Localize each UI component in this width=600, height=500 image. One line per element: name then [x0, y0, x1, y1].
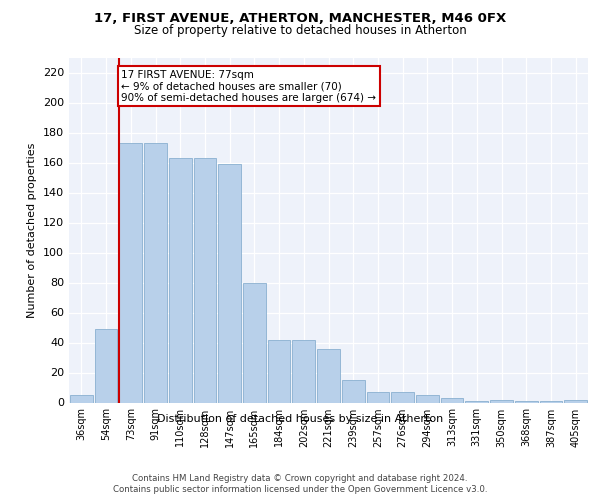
Bar: [317, 348, 340, 403]
Text: Distribution of detached houses by size in Atherton: Distribution of detached houses by size …: [157, 414, 443, 424]
Text: Size of property relative to detached houses in Atherton: Size of property relative to detached ho…: [134, 24, 466, 37]
Bar: [441, 398, 463, 402]
Bar: [564, 400, 587, 402]
Bar: [391, 392, 414, 402]
Bar: [144, 143, 167, 403]
Text: 17 FIRST AVENUE: 77sqm
← 9% of detached houses are smaller (70)
90% of semi-deta: 17 FIRST AVENUE: 77sqm ← 9% of detached …: [121, 70, 376, 102]
Bar: [194, 158, 216, 402]
Bar: [70, 395, 93, 402]
Bar: [169, 158, 191, 402]
Bar: [268, 340, 290, 402]
Bar: [95, 329, 118, 402]
Text: Contains HM Land Registry data © Crown copyright and database right 2024.: Contains HM Land Registry data © Crown c…: [132, 474, 468, 483]
Bar: [539, 401, 562, 402]
Y-axis label: Number of detached properties: Number of detached properties: [28, 142, 37, 318]
Bar: [119, 143, 142, 403]
Bar: [218, 164, 241, 402]
Bar: [466, 401, 488, 402]
Bar: [292, 340, 315, 402]
Bar: [342, 380, 365, 402]
Text: 17, FIRST AVENUE, ATHERTON, MANCHESTER, M46 0FX: 17, FIRST AVENUE, ATHERTON, MANCHESTER, …: [94, 12, 506, 26]
Text: Contains public sector information licensed under the Open Government Licence v3: Contains public sector information licen…: [113, 485, 487, 494]
Bar: [490, 400, 513, 402]
Bar: [416, 395, 439, 402]
Bar: [243, 282, 266, 403]
Bar: [367, 392, 389, 402]
Bar: [515, 401, 538, 402]
